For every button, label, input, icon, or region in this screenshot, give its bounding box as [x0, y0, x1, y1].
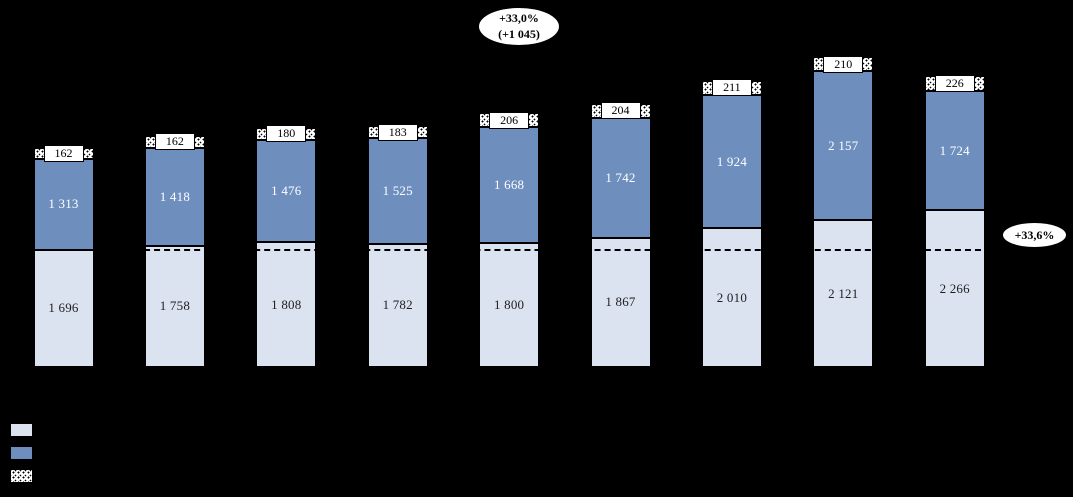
legend-swatch-top-series: [10, 469, 33, 483]
bar-value-top: 183: [377, 123, 418, 141]
bar-value-top: 206: [489, 111, 530, 129]
bar-value-top: 204: [600, 102, 641, 120]
bar-segment-bottom: [367, 243, 428, 367]
bar-segment-middle: [701, 95, 762, 229]
bar-segment-middle: [590, 117, 651, 238]
bar-segment-bottom: [701, 228, 762, 367]
total-growth-percent: +33,0%: [499, 10, 539, 25]
bar-segment-bottom: [813, 220, 874, 367]
bar-segment-middle: [813, 71, 874, 221]
bottom-growth-callout: +33,6%: [1001, 221, 1068, 249]
bar-value-top: 211: [711, 79, 752, 97]
bar-segment-middle: [144, 147, 205, 246]
total-growth-absolute: (+1 045): [498, 26, 540, 41]
bar-segment-middle: [924, 91, 985, 211]
legend-swatch-bottom-series: [10, 423, 33, 437]
legend-swatch-middle-series: [10, 446, 33, 460]
bar-segment-bottom: [33, 249, 94, 367]
bar-segment-middle: [479, 127, 540, 243]
total-growth-callout: +33,0% (+1 045): [477, 6, 561, 47]
bar-segment-bottom: [924, 210, 985, 367]
bar-value-top: 210: [823, 55, 864, 73]
bar-segment-bottom: [590, 237, 651, 367]
reference-dashed-line: [93, 248, 1001, 251]
bar-segment-bottom: [256, 242, 317, 367]
bottom-growth-percent: +33,6%: [1014, 228, 1055, 242]
bar-value-top: 226: [934, 74, 975, 92]
bar-segment-bottom: [144, 245, 205, 367]
bar-value-top: 162: [154, 133, 195, 151]
bar-segment-bottom: [479, 242, 540, 367]
bar-segment-middle: [256, 140, 317, 243]
bar-segment-middle: [33, 159, 94, 250]
bar-value-top: 162: [43, 144, 84, 162]
bar-value-top: 180: [266, 125, 307, 143]
bar-segment-middle: [367, 138, 428, 244]
